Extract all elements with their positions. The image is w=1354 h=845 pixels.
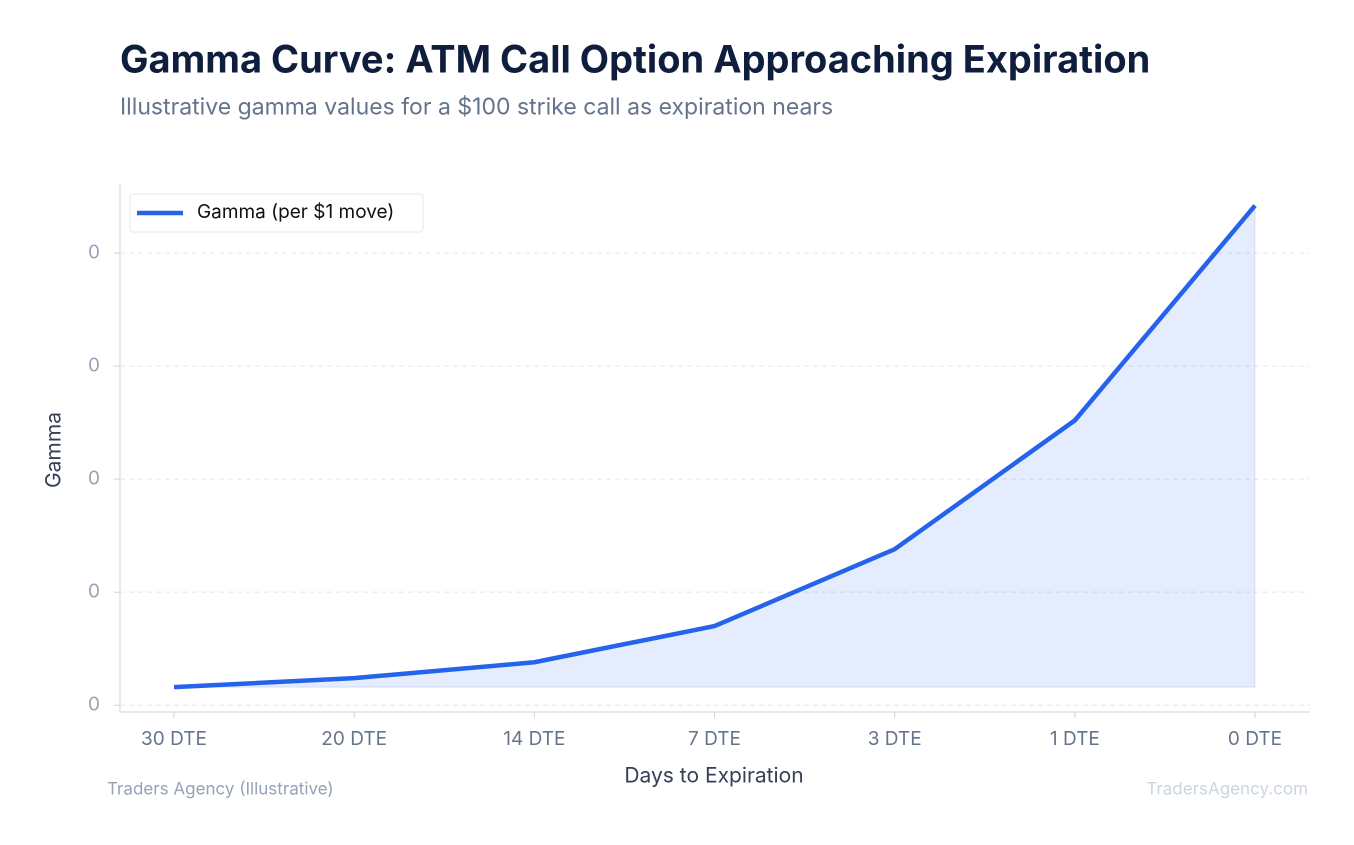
y-tick-label: 0: [88, 353, 100, 376]
x-tick-label: 14 DTE: [503, 727, 565, 750]
line: [173, 204, 1257, 690]
chart-subtitle: Illustrative gamma values for a $100 str…: [120, 92, 833, 120]
x-tick-label: 0 DTE: [1228, 727, 1282, 750]
x-tick-label: 1 DTE: [1050, 727, 1100, 750]
chart-title: Gamma Curve: ATM Call Option Approaching…: [120, 36, 1150, 82]
x-tick-label: 20 DTE: [321, 727, 387, 750]
y-tick-label: 0: [88, 240, 100, 263]
legend-label: Gamma (per $1 move): [197, 200, 394, 223]
y-tick-label: 0: [88, 466, 100, 489]
y-tick-label: 0: [88, 579, 100, 602]
x-tick-label: 3 DTE: [868, 727, 922, 750]
area-fill: [173, 204, 1256, 688]
source-note: Traders Agency (Illustrative): [107, 780, 334, 800]
x-tick-label: 30 DTE: [141, 727, 207, 750]
y-axis-label: Gamma: [42, 412, 67, 488]
x-tick-label: 7 DTE: [688, 727, 741, 750]
watermark: TradersAgency.com: [1146, 780, 1308, 800]
x-axis-label: Days to Expiration: [624, 764, 803, 789]
legend-box: [129, 193, 424, 233]
y-tick-label: 0: [88, 692, 100, 715]
